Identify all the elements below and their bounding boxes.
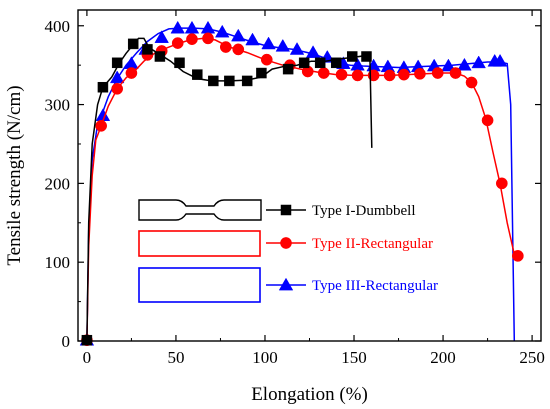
x-tick-label: 250 [519, 348, 545, 367]
data-point [224, 75, 235, 87]
data-point [346, 51, 358, 62]
data-point [441, 58, 456, 72]
data-point [125, 67, 138, 79]
data-point [481, 114, 494, 127]
data-point [256, 67, 267, 79]
x-tick-label: 50 [167, 348, 184, 367]
dumbbell-specimen-icon [138, 199, 262, 221]
x-tick-label: 200 [430, 348, 456, 367]
data-point [512, 250, 524, 262]
data-point [111, 57, 123, 69]
data-point [241, 75, 253, 87]
data-point [97, 81, 109, 93]
data-point [465, 76, 478, 89]
legend-marker [280, 237, 292, 249]
data-point [383, 69, 396, 82]
data-point [431, 67, 444, 79]
series-type-ii-rectangular [81, 32, 524, 347]
data-point [95, 120, 108, 132]
series-line [86, 37, 516, 342]
data-point [219, 41, 232, 53]
data-point [317, 67, 330, 79]
legend-label: Type I-Dumbbell [312, 203, 416, 219]
legend: Type I-Dumbbell Type II-Rectangular Type I… [266, 203, 438, 294]
y-tick-label: 400 [45, 17, 71, 36]
legend-entry: Type I-Dumbbell [266, 203, 416, 219]
data-point [335, 68, 348, 81]
data-point [351, 69, 364, 82]
legend-marker [280, 204, 292, 216]
y-tick-label: 100 [45, 253, 71, 272]
y-axis-label: Tensile strength (N/cm) [4, 85, 25, 265]
legend-specimen-shapes [138, 199, 262, 303]
axes: 0 50 100 150 200 250 0 100 200 300 400 [45, 9, 545, 367]
data-point [245, 32, 260, 46]
data-point [127, 38, 139, 50]
data-point [471, 55, 486, 69]
rectangular-specimen-red-icon [138, 230, 261, 257]
series-type-iii-rectangular [79, 20, 516, 346]
data-point [282, 63, 294, 75]
data-point [298, 57, 310, 69]
data-point [261, 36, 276, 50]
data-point [314, 57, 326, 69]
data-point [111, 82, 124, 95]
legend-entry: Type II-Rectangular [266, 236, 433, 252]
data-point [170, 20, 185, 34]
data-point [275, 38, 291, 52]
data-point [186, 33, 198, 46]
x-axis-label: Elongation (%) [251, 384, 368, 405]
rectangular-specimen-blue-icon [138, 267, 261, 303]
legend-label: Type III-Rectangular [312, 278, 438, 294]
y-tick-label: 0 [62, 332, 71, 351]
data-point [184, 20, 200, 34]
x-tick-label: 100 [252, 348, 278, 367]
data-point [231, 28, 246, 42]
legend-entry: Type III-Rectangular [266, 277, 438, 294]
series-layer [79, 20, 524, 347]
data-point [330, 57, 342, 69]
data-point [154, 51, 166, 62]
data-point [495, 177, 508, 190]
x-tick-label: 0 [83, 348, 92, 367]
x-tick-label: 150 [341, 348, 367, 367]
series-line [86, 37, 373, 342]
y-tick-label: 300 [45, 96, 71, 115]
data-point [449, 67, 462, 79]
data-point [215, 24, 230, 38]
series-type-i-dumbbell [81, 37, 373, 346]
data-point [142, 44, 153, 55]
data-point [174, 57, 185, 69]
legend-label: Type II-Rectangular [312, 236, 433, 252]
data-point [414, 67, 426, 80]
data-point [289, 42, 305, 55]
data-point [124, 56, 139, 69]
y-tick-label: 200 [45, 174, 71, 193]
data-point [260, 53, 273, 66]
data-point [232, 43, 245, 56]
data-point [200, 20, 216, 34]
data-point [109, 70, 125, 84]
data-point [457, 57, 472, 71]
data-point [361, 51, 372, 62]
data-point [192, 69, 203, 80]
data-point [154, 30, 169, 43]
data-point [492, 53, 508, 67]
data-point [208, 75, 219, 87]
legend-marker [278, 277, 294, 291]
data-point [202, 32, 214, 45]
data-point [171, 37, 184, 49]
data-point [305, 45, 321, 58]
data-point [398, 68, 410, 81]
